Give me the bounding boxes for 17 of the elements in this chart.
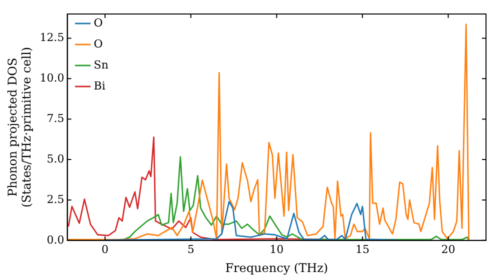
y-tick-label: 0.0	[46, 233, 64, 246]
x-axis-title: Frequency (THz)	[225, 260, 328, 275]
y-tick-label: 2.5	[46, 192, 64, 206]
y-tick-label: 10.0	[40, 72, 64, 85]
y-tick-label: 12.5	[40, 31, 64, 44]
x-tick-label: 20	[441, 242, 456, 256]
y-axis-title: Phonon projected DOS (States/THz·primitive cell)	[5, 46, 34, 208]
x-tick-label: 0	[102, 242, 109, 256]
legend-label: O	[94, 37, 103, 50]
legend-label: Bi	[94, 79, 106, 92]
x-tick-label: 10	[270, 242, 284, 256]
legend-label: O	[94, 16, 103, 30]
y-tick-label: 5.0	[46, 152, 64, 166]
y-tick-label: 7.5	[46, 112, 64, 125]
legend-label: Sn	[94, 58, 108, 72]
x-tick-label: 15	[355, 242, 370, 256]
x-tick-label: 5	[187, 242, 194, 256]
